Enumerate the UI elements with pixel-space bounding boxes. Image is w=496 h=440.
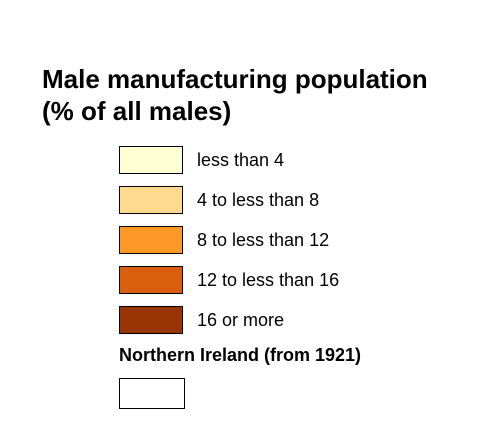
- legend-swatch: [119, 306, 183, 334]
- legend-item: less than 4: [119, 145, 339, 175]
- legend-title-line1: Male manufacturing population: [42, 64, 428, 94]
- legend-title: Male manufacturing population (% of all …: [42, 63, 428, 127]
- legend-swatch: [119, 266, 183, 294]
- northern-ireland-label: Northern Ireland (from 1921): [119, 345, 362, 365]
- legend-label: less than 4: [197, 149, 285, 170]
- legend-swatch: [119, 146, 183, 174]
- legend-label: 16 or more: [197, 309, 285, 330]
- legend-title-line2: (% of all males): [42, 96, 232, 126]
- legend-item: 12 to less than 16: [119, 265, 339, 295]
- legend-item: 8 to less than 12: [119, 225, 339, 255]
- legend-swatch: [119, 226, 183, 254]
- legend-label: 12 to less than 16: [197, 269, 340, 290]
- legend-item: 4 to less than 8: [119, 185, 339, 215]
- legend-label: 4 to less than 8: [197, 189, 320, 210]
- northern-ireland-swatch: [119, 378, 185, 409]
- legend-item: 16 or more: [119, 305, 339, 335]
- legend-list: less than 4 4 to less than 8 8 to less t…: [119, 145, 339, 345]
- legend-label: 8 to less than 12: [197, 229, 330, 250]
- legend-swatch: [119, 186, 183, 214]
